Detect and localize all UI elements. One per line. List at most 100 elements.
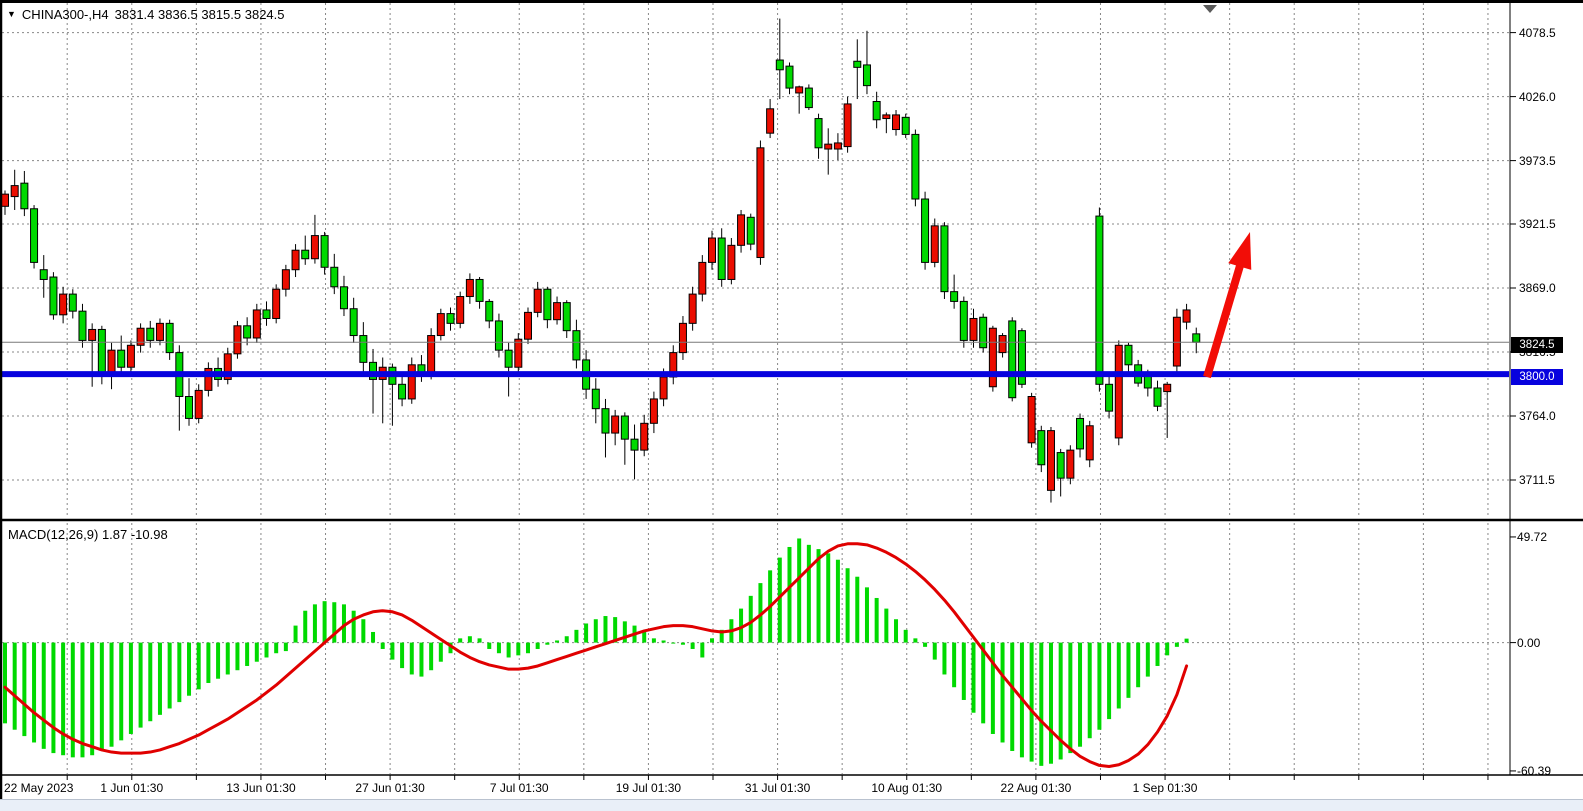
candle-down [862, 64, 871, 87]
macd-bar [1184, 638, 1189, 643]
macd-bar [903, 629, 908, 643]
macd-bar [390, 642, 395, 660]
candle-up [233, 325, 242, 355]
macd-bar [719, 629, 724, 643]
macd-bar [574, 629, 579, 643]
price-axis-label: 3764.0 [1519, 409, 1556, 423]
candle-up [659, 376, 668, 400]
date-axis-label: 7 Jul 01:30 [489, 781, 549, 795]
support-price-badge: 3800.0 [1511, 369, 1563, 385]
candle-up [611, 415, 620, 434]
candle-down [359, 335, 368, 363]
candle-down [78, 310, 87, 341]
candle-down [853, 60, 862, 68]
macd-bar [341, 604, 346, 643]
candle-up [465, 278, 474, 298]
price-axis-label: 3921.5 [1519, 217, 1556, 231]
candle-up [698, 261, 707, 295]
date-axis-label: 10 Aug 01:30 [871, 781, 943, 795]
macd-bar [332, 602, 337, 643]
macd-bar [961, 642, 966, 700]
macd-bar [487, 642, 492, 649]
macd-bar [1087, 642, 1092, 739]
macd-bar [467, 636, 472, 643]
candle-up [795, 86, 804, 94]
macd-bar [535, 642, 540, 649]
candle-down [950, 291, 959, 302]
price-axis-label: 4078.5 [1519, 25, 1556, 40]
macd-bar [545, 642, 550, 645]
candle-down [872, 100, 881, 121]
macd-bar [1010, 642, 1015, 751]
candle-down [775, 59, 784, 71]
macd-bar [264, 642, 269, 658]
macd-bar [400, 642, 405, 669]
macd-bar [216, 642, 221, 679]
macd-bar [603, 616, 608, 643]
current-price-badge: 3824.5 [1511, 337, 1563, 353]
candle-up [882, 114, 891, 120]
candle-up [194, 389, 203, 419]
candle-up [688, 293, 697, 324]
macd-bar [119, 642, 124, 741]
macd-params: MACD(12,26,9) [8, 527, 99, 542]
candle-down [30, 208, 39, 263]
candle-down [940, 225, 949, 293]
candle-down [339, 286, 348, 310]
macd-axis-label: -60.39 [1517, 763, 1552, 778]
macd-bar [80, 642, 85, 758]
macd-bar [1126, 642, 1131, 698]
macd-bar [690, 642, 695, 649]
macd-bar [12, 642, 17, 730]
scrollbar-strip[interactable] [0, 799, 1583, 811]
symbol-timeframe: CHINA300-,H4 [21, 7, 109, 22]
macd-bar [1136, 642, 1141, 688]
macd-bar [952, 642, 957, 688]
candle-down [320, 235, 329, 268]
candle-up [833, 142, 842, 150]
macd-values: 1.87 -10.98 [101, 527, 168, 542]
candle-down [1056, 452, 1065, 479]
macd-signal-line [3, 542, 1189, 768]
date-axis-label: 19 Jul 01:30 [615, 781, 682, 795]
candle-down [630, 438, 639, 451]
candle-up [727, 244, 736, 280]
macd-indicator-label: MACD(12,26,9) 1.87 -10.98 [8, 527, 168, 542]
candle-up [1027, 395, 1036, 444]
macd-bar [303, 610, 308, 643]
candle-down [591, 388, 600, 410]
chart-title: ▼ CHINA300-,H4 3831.4 3836.5 3815.5 3824… [7, 7, 285, 22]
candle-up [1172, 316, 1181, 367]
macd-bar [167, 642, 172, 709]
candle-down [398, 383, 407, 400]
candle-down [301, 249, 310, 260]
candle-down [165, 322, 174, 354]
macd-bar [864, 587, 869, 643]
macd-bar [671, 642, 676, 644]
candle-up [88, 328, 97, 341]
candle-down [49, 276, 58, 316]
macd-bar [748, 595, 753, 643]
candle-up [1085, 425, 1094, 461]
macd-bar [351, 610, 356, 643]
candle-down [901, 116, 910, 135]
candle-up [291, 249, 300, 271]
macd-bar [51, 642, 56, 754]
candle-down [185, 395, 194, 419]
macd-bar [855, 576, 860, 643]
candle-down [369, 361, 378, 380]
candle-up [988, 327, 997, 388]
macd-bar [642, 631, 647, 643]
candle-up [969, 317, 978, 341]
candle-up [930, 225, 939, 263]
macd-bar [845, 568, 850, 643]
macd-bar [235, 642, 240, 671]
price-axis-label: 3711.5 [1519, 473, 1555, 487]
trend-arrow-shaft [1203, 259, 1246, 379]
candle-up [456, 296, 465, 324]
candle-down [1008, 320, 1017, 399]
macd-bar [787, 546, 792, 643]
macd-bar [429, 642, 434, 671]
